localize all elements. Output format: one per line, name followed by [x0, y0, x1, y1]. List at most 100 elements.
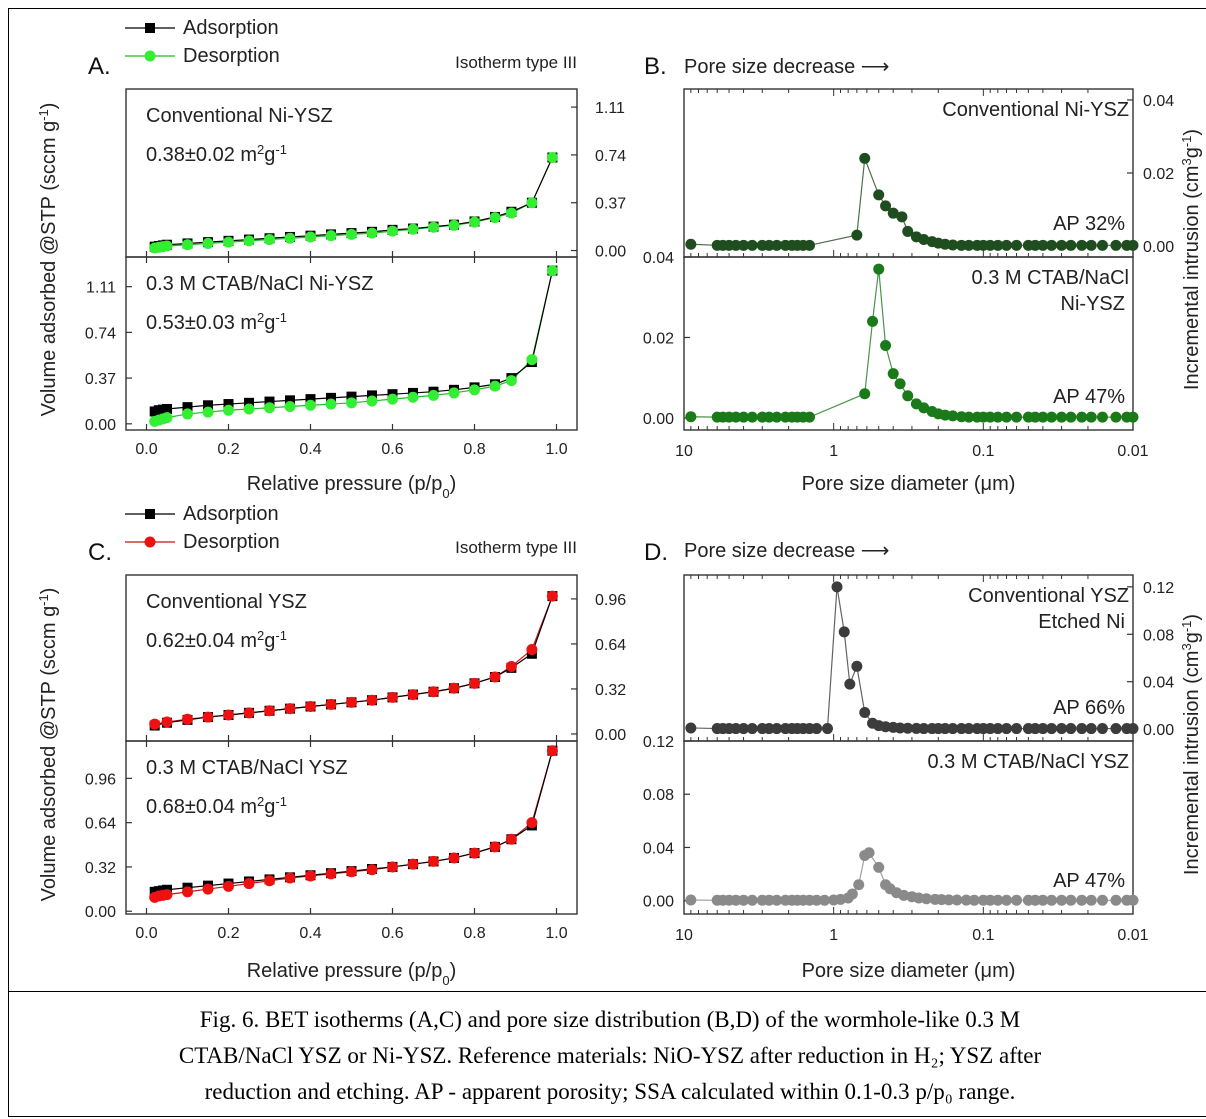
data-point-B-1 [1065, 411, 1077, 423]
data-point-desorption [546, 745, 558, 757]
ssa-value-C-0-part: -1 [275, 628, 287, 643]
apparent-porosity-D-0: AP 66% [1053, 697, 1125, 719]
data-point-D-0 [685, 722, 697, 734]
data-point-desorption [284, 232, 296, 244]
y-axis-label-C-part: ) [38, 588, 60, 595]
data-point-B-0 [1037, 239, 1049, 251]
data-point-B-1 [1011, 411, 1023, 423]
x-axis-label-A-part: 0 [442, 486, 449, 501]
ssa-value-A-0-part: g [264, 144, 275, 166]
data-point-D-0 [771, 723, 783, 735]
data-point-desorption [428, 389, 439, 401]
data-point-desorption [407, 858, 419, 870]
data-point-desorption [546, 151, 558, 163]
ssa-value-C-1-part: 0.68±0.04 m [146, 796, 257, 818]
x-tick-label-D: 10 [675, 927, 693, 944]
data-point-D-0 [844, 678, 856, 690]
ssa-value-A-1: 0.53±0.03 m2g-1 [146, 310, 287, 335]
ssa-value-A-1-part: 0.53±0.03 m [146, 312, 257, 334]
data-point-D-0 [1001, 723, 1013, 735]
legend-label-adsorption: Adsorption [183, 503, 279, 525]
data-point-D-1 [984, 894, 996, 906]
y-axis-label-D-part: g [1181, 632, 1203, 643]
data-point-adsorption [285, 395, 295, 406]
data-point-D-0 [939, 723, 951, 735]
data-point-D-1 [1056, 894, 1068, 906]
data-point-B-1 [685, 411, 697, 423]
caption-line-1: Fig. 6. BET isotherms (A,C) and pore siz… [199, 1007, 1021, 1032]
x-axis-label-D: Pore size diameter (μm) [802, 960, 1016, 982]
data-point-desorption [489, 841, 501, 853]
y-axis-label-A-part: -1 [36, 109, 51, 121]
ssa-value-A-0-part: 0.38±0.02 m [146, 144, 257, 166]
data-point-D-0 [1046, 723, 1058, 735]
axes-frame-A-1 [125, 256, 578, 431]
data-point-D-1 [771, 894, 783, 906]
data-point-desorption [161, 716, 173, 728]
data-point-B-0 [685, 238, 697, 250]
data-point-B-0 [1065, 239, 1077, 251]
x-tick-label-B: 0.1 [972, 443, 994, 460]
y-tick-label-C-0: 0.00 [595, 727, 626, 744]
data-point-D-1 [1096, 894, 1108, 906]
subplot-label-C-1: 0.3 M CTAB/NaCl YSZ [146, 757, 348, 779]
data-point-desorption [387, 393, 398, 405]
ssa-value-A-0: 0.38±0.02 m2g-1 [146, 142, 287, 167]
data-point-B-1 [771, 411, 783, 423]
data-point-B-1 [1046, 411, 1058, 423]
x-tick-label-C: 0.6 [381, 925, 403, 942]
data-point-B-0 [730, 239, 742, 251]
data-point-desorption [489, 212, 501, 224]
axes-frame-C-1 [125, 740, 578, 915]
y-tick-label-D-0: 0.12 [1143, 580, 1174, 597]
y-axis-label-D-part: -1 [1179, 621, 1194, 633]
data-point-desorption [407, 223, 419, 235]
data-point-desorption [469, 384, 480, 396]
data-point-D-1 [968, 894, 980, 906]
data-point-B-0 [851, 229, 863, 241]
x-axis-label-C-part: ) [450, 960, 457, 982]
caption-line-2: CTAB/NaCl YSZ or Ni-YSZ. Reference mater… [178, 1043, 1042, 1068]
y-tick-label-A-0: 1.11 [595, 100, 625, 117]
x-tick-label-C: 0.0 [135, 925, 157, 942]
x-tick-label-B: 10 [675, 443, 693, 460]
panel-letter-A: A. [88, 53, 111, 80]
y-tick-label-B-0: 0.04 [1143, 93, 1174, 110]
data-point-desorption [346, 397, 357, 409]
data-point-B-1 [1085, 411, 1097, 423]
data-point-desorption [366, 694, 378, 706]
data-point-B-0 [992, 239, 1004, 251]
data-point-desorption [387, 691, 398, 703]
ssa-value-C-1: 0.68±0.04 m2g-1 [146, 794, 287, 819]
data-point-adsorption [244, 397, 254, 408]
data-point-desorption [161, 412, 173, 424]
data-point-D-0 [1096, 723, 1108, 735]
isotherm-annotation: Isotherm type III [455, 538, 577, 557]
data-point-desorption [284, 401, 296, 413]
data-point-desorption [202, 883, 214, 895]
y-tick-label-C-0: 0.64 [595, 637, 626, 654]
y-axis-label-D-part: ) [1181, 614, 1203, 621]
data-point-desorption [526, 197, 538, 209]
caption-divider [8, 991, 1206, 992]
data-point-desorption [505, 660, 517, 672]
data-point-B-1 [1110, 411, 1122, 423]
data-point-desorption [182, 239, 193, 251]
data-point-D-1 [1110, 894, 1122, 906]
y-tick-label-D-0: 0.04 [1143, 675, 1174, 692]
data-point-desorption [448, 852, 460, 864]
data-point-B-0 [859, 152, 871, 164]
subplot-label-D-0: Conventional YSZ [968, 585, 1129, 607]
y-tick-label-C-0: 0.32 [595, 682, 626, 699]
data-point-D-0 [1110, 723, 1122, 735]
data-point-desorption [469, 216, 480, 228]
data-point-desorption [387, 861, 398, 873]
y-tick-label-B-0: 0.02 [1143, 166, 1174, 183]
data-point-D-0 [831, 581, 843, 593]
data-point-desorption [305, 399, 316, 411]
figure-svg: A. Adsorption Desorption Isotherm type III 0… [36, 17, 1204, 988]
x-tick-label-B: 0.01 [1117, 443, 1148, 460]
ssa-value-C-0: 0.62±0.04 m2g-1 [146, 628, 287, 653]
data-point-desorption [448, 387, 460, 399]
legend-label-desorption: Desorption [183, 45, 280, 67]
